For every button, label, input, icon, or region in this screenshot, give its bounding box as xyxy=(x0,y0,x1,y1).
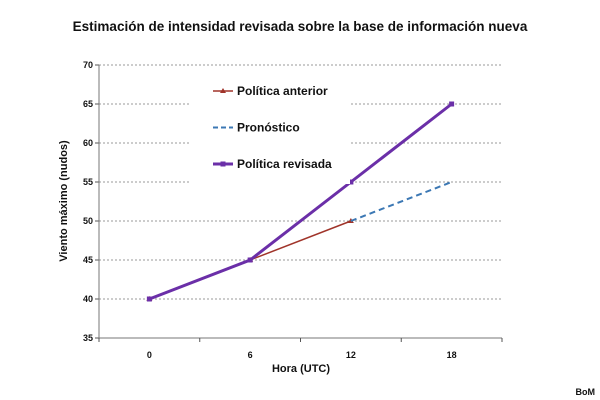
legend-marker xyxy=(220,88,226,93)
x-tick-label: 12 xyxy=(346,350,356,360)
series-layer xyxy=(146,101,455,302)
axes xyxy=(95,64,503,342)
y-tick-label: 70 xyxy=(83,60,93,70)
x-tick-label: 6 xyxy=(248,350,253,360)
credit-label: BoM xyxy=(576,387,596,397)
legend: Política anterior Pronóstico Política revi… xyxy=(190,74,350,184)
y-tick-label: 45 xyxy=(83,255,93,265)
x-ticks: 0 6 12 18 xyxy=(147,350,457,360)
legend-marker xyxy=(220,161,226,167)
y-axis-title: Viento máximo (nudos) xyxy=(58,140,70,262)
y-tick-label: 55 xyxy=(83,177,93,187)
series-line-1 xyxy=(350,181,452,222)
y-tick-label: 35 xyxy=(83,333,93,343)
legend-label-1: Pronóstico xyxy=(237,121,300,135)
data-point xyxy=(449,101,455,107)
x-tick-label: 18 xyxy=(447,350,457,360)
y-tick-label: 40 xyxy=(83,294,93,304)
data-point xyxy=(348,179,354,185)
y-ticks: 35 40 45 50 55 60 65 70 xyxy=(83,60,93,343)
series-line-2 xyxy=(148,102,453,301)
y-tick-label: 65 xyxy=(83,99,93,109)
legend-box xyxy=(190,74,350,184)
data-point xyxy=(146,296,152,302)
data-point xyxy=(247,257,253,263)
chart-title: Estimación de intensidad revisada sobre … xyxy=(73,19,528,34)
legend-label-0: Política anterior xyxy=(237,84,328,98)
x-tick-label: 0 xyxy=(147,350,152,360)
legend-label-2: Política revisada xyxy=(237,157,332,171)
y-tick-label: 50 xyxy=(83,216,93,226)
x-axis-title: Hora (UTC) xyxy=(272,363,330,375)
y-tick-label: 60 xyxy=(83,138,93,148)
